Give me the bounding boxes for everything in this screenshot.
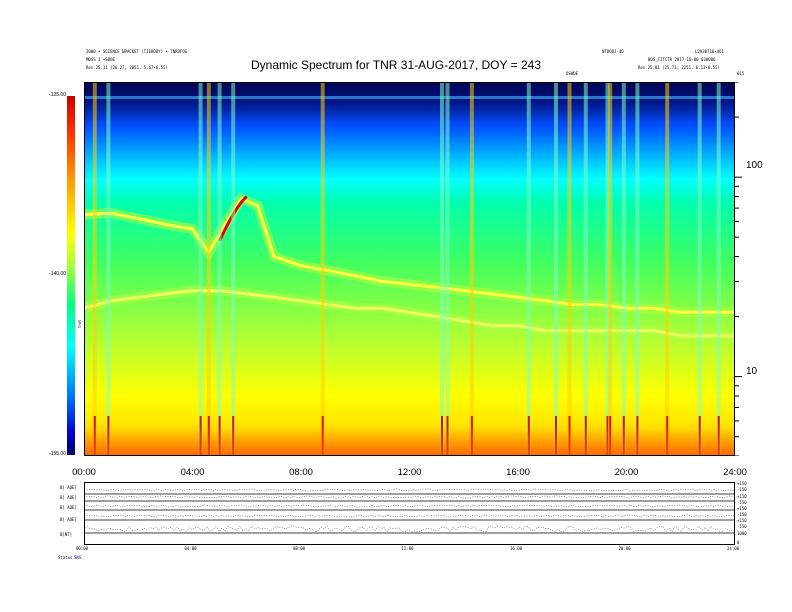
plot-frame [84, 82, 735, 456]
page-title: Dynamic Spectrum for TNR 31-AUG-2017, DO… [250, 58, 541, 72]
burst-2 [106, 82, 111, 456]
header-left-info-1: 2000 • SCIENCE NPACKET (TIEBODY) • TNROF… [86, 49, 188, 54]
bottom-x-tick-5: 20:00 [618, 546, 631, 551]
burst-15 [605, 82, 610, 456]
burst-17 [621, 82, 626, 456]
header-right-info-2: L2030710•461 [695, 49, 724, 54]
x-tick-3: 12:00 [397, 467, 422, 478]
burst-21 [716, 82, 721, 456]
lane-label-2: B[ AOE] [60, 495, 77, 500]
burst-12 [554, 82, 558, 456]
footer-status-label: Status [58, 555, 73, 560]
x-tick-4: 16:00 [506, 467, 530, 478]
header-right-info-1: NTDOOJ-40 [602, 49, 624, 54]
burst-11 [526, 82, 531, 456]
marker-label-1: OSWDE [566, 71, 579, 76]
bottom-x-tick-6: 24:00 [727, 546, 740, 551]
burst-4 [206, 82, 211, 456]
header-right-info-3: BOS_FITCTR 2017-10-00 030006 [648, 57, 716, 62]
burst-5 [217, 82, 222, 456]
colorbar-tick-mid: -140.00 [49, 271, 66, 277]
bottom-x-tick-3: 12:00 [401, 546, 414, 551]
burst-18 [635, 82, 640, 456]
lane-right-label-9: 1000 [737, 531, 747, 536]
header-right-info-4: Rev 25.01 (25.71, 2251, 6.13•0.55) [638, 65, 720, 70]
lane-right-label-7: +150 [737, 518, 747, 523]
colorbar [67, 96, 75, 455]
x-tick-0: 00:00 [72, 467, 96, 478]
lane-trace-4 [84, 514, 735, 518]
bottom-x-tick-0: 00:00 [76, 546, 89, 551]
bottom-timeseries-panel [84, 482, 735, 545]
burst-13 [567, 82, 572, 456]
lane-right-label-10: 0 [737, 540, 740, 545]
lower-band-edge [84, 289, 735, 338]
spectrogram-plot [84, 82, 735, 456]
burst-14 [583, 82, 588, 456]
x-tick-5: 20:00 [614, 467, 639, 478]
burst-1 [92, 82, 97, 456]
burst-20 [697, 82, 702, 456]
lane-label-3: B[ AOE] [60, 505, 77, 510]
colorbar-label: TNR [77, 320, 82, 329]
bottom-x-tick-2: 08:00 [293, 546, 306, 551]
lane-right-label-6: -150 [737, 512, 747, 517]
lane-trace-5 [84, 525, 735, 533]
colorbar-tick-max: -125.00 [49, 92, 66, 98]
x-tick-1: 04:00 [180, 467, 205, 478]
y-tick-100: 100 [746, 160, 763, 171]
lane-right-label-4: -150 [737, 500, 747, 505]
upper-band-edge [84, 196, 735, 314]
lane-trace-3 [84, 504, 735, 508]
burst-16 [608, 82, 613, 456]
burst-7 [320, 82, 325, 456]
bottom-x-tick-1: 04:00 [184, 546, 197, 551]
burst-8 [440, 82, 444, 456]
header-left-info-3: Rev 25.11 (26.27, 2851, 5.67•6.55) [86, 65, 168, 70]
burst-3 [198, 82, 203, 456]
header-left-info-2: MOSS 3 •S0OE [86, 57, 115, 62]
burst-6 [231, 82, 236, 456]
colorbar-tick-min: -155.00 [49, 451, 66, 457]
burst-10 [469, 82, 474, 456]
lane-trace-2 [84, 495, 735, 499]
lane-right-label-5: +150 [737, 506, 747, 511]
bottom-x-tick-4: 16:00 [510, 546, 523, 551]
lane-label-5: B[NT] [60, 532, 73, 537]
footer-status-value: SNS [74, 555, 82, 560]
lane-right-label-2: -150 [737, 487, 747, 492]
y-axis-right [735, 82, 742, 456]
lane-right-label-1: +150 [737, 481, 747, 486]
x-tick-2: 08:00 [289, 467, 313, 478]
burst-9 [445, 82, 450, 456]
y-tick-10: 10 [746, 366, 758, 377]
lane-label-4: B[ AOE] [60, 517, 77, 522]
lane-label-1: B[ AOE] [60, 485, 77, 490]
lane-right-label-8: -150 [737, 524, 747, 529]
lane-right-label-3: +150 [737, 494, 747, 499]
marker-label-2: 015 [737, 71, 745, 76]
burst-19 [665, 82, 670, 456]
x-tick-6: 24:00 [723, 467, 747, 478]
